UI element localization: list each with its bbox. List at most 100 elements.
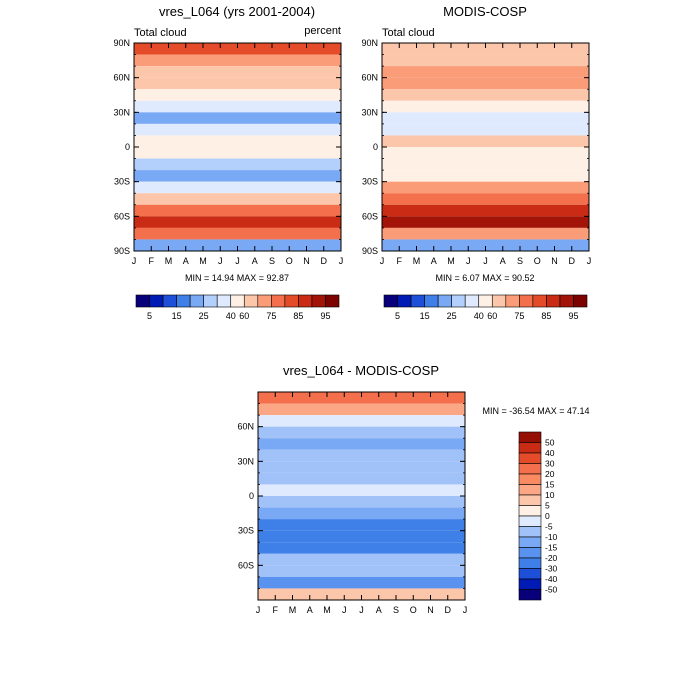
colorbar-box <box>518 536 542 548</box>
colorbar-box <box>518 494 542 506</box>
x-tick-label: A <box>183 256 189 266</box>
x-tick-label: J <box>339 256 344 266</box>
field-band <box>134 158 341 171</box>
colorbar-box <box>518 431 542 443</box>
x-tick-label: N <box>427 605 434 615</box>
colorbar-box <box>518 557 542 569</box>
x-tick-label: J <box>463 605 468 615</box>
y-tick-label: 90N <box>113 38 130 48</box>
field-band <box>258 392 465 404</box>
y-tick-label: 90N <box>361 38 378 48</box>
x-tick-label: D <box>569 256 576 266</box>
field-band <box>258 426 465 439</box>
y-tick-label: 30S <box>362 177 378 187</box>
field-band <box>258 519 465 531</box>
x-tick-label: M <box>165 256 173 266</box>
field-band <box>134 239 341 251</box>
x-tick-label: N <box>551 256 558 266</box>
colorbar-box <box>573 294 588 308</box>
field-band <box>258 438 465 450</box>
y-tick-label: 30S <box>238 526 254 536</box>
panel-obs-stats: MIN = 6.07 MAX = 90.52 <box>435 273 534 283</box>
panel-obs-title: MODIS-COSP <box>443 4 527 19</box>
x-tick-label: J <box>235 256 240 266</box>
field-band <box>134 227 341 240</box>
colorbar-label: 40 <box>226 311 236 321</box>
colorbar-box <box>176 294 191 308</box>
colorbar-box <box>149 294 164 308</box>
colorbar-box <box>203 294 218 308</box>
colorbar-box <box>311 294 326 308</box>
field-band <box>382 204 589 217</box>
field-band <box>134 147 341 159</box>
field-band <box>382 123 589 136</box>
field-band <box>134 43 341 55</box>
colorbar-label: -10 <box>545 532 558 542</box>
field-band <box>382 89 589 101</box>
panel-obs: MODIS-COSP Total cloud 90N60N30N030S60S9… <box>361 4 591 321</box>
colorbar-box <box>216 294 232 308</box>
colorbar-box <box>559 294 574 308</box>
y-tick-label: 30N <box>237 456 254 466</box>
colorbar-box <box>518 484 542 496</box>
colorbar-box <box>437 294 452 308</box>
y-tick-label: 60N <box>113 73 130 83</box>
y-tick-label: 90S <box>114 246 130 256</box>
x-tick-label: J <box>218 256 223 266</box>
colorbar-box <box>397 294 412 308</box>
field-band <box>258 403 465 416</box>
colorbar-label: 15 <box>420 311 430 321</box>
colorbar-label: 95 <box>568 311 578 321</box>
x-tick-label: S <box>393 605 399 615</box>
colorbar-box <box>518 589 542 601</box>
colorbar-box <box>532 294 547 308</box>
panel-obs-colorbar: 5 15 25 40 60 75 85 95 <box>383 294 588 321</box>
field-band <box>382 181 589 194</box>
panel-model-stats: MIN = 14.94 MAX = 92.87 <box>185 273 289 283</box>
colorbar-box <box>189 294 204 308</box>
x-tick-label: J <box>483 256 488 266</box>
field-band <box>258 553 465 566</box>
y-tick-label: 60S <box>114 211 130 221</box>
field-band <box>134 170 341 182</box>
field-band <box>258 484 465 496</box>
field-band <box>134 112 341 124</box>
field-band <box>382 112 589 124</box>
x-tick-label: A <box>252 256 258 266</box>
colorbar-label: 85 <box>293 311 303 321</box>
x-tick-label: S <box>517 256 523 266</box>
colorbar-box <box>491 294 507 308</box>
x-tick-label: M <box>199 256 207 266</box>
colorbar-label: 5 <box>395 311 400 321</box>
colorbar-label: -20 <box>545 553 558 563</box>
x-tick-label: A <box>376 605 382 615</box>
colorbar-box <box>478 294 493 308</box>
x-tick-label: A <box>431 256 437 266</box>
field-band <box>382 216 589 228</box>
colorbar-label: 0 <box>545 511 550 521</box>
field-band <box>382 147 589 159</box>
colorbar-box <box>257 294 272 308</box>
colorbar-box <box>383 294 398 308</box>
colorbar-box <box>410 294 425 308</box>
colorbar-label: 5 <box>545 501 550 511</box>
y-tick-label: 0 <box>125 142 130 152</box>
colorbar-box <box>518 547 542 559</box>
panel-diff-stats: MIN = -36.54 MAX = 47.14 <box>482 406 589 416</box>
colorbar-box <box>243 294 259 308</box>
colorbar-label: 25 <box>199 311 209 321</box>
colorbar-box <box>546 294 561 308</box>
panel-model-colorbar: 5 15 25 40 60 75 85 95 <box>135 294 340 321</box>
x-tick-label: F <box>397 256 403 266</box>
colorbar-box <box>424 294 439 308</box>
colorbar-label: 20 <box>545 469 555 479</box>
colorbar-box <box>518 452 542 464</box>
x-tick-label: F <box>149 256 155 266</box>
y-tick-label: 0 <box>249 491 254 501</box>
x-tick-label: M <box>413 256 421 266</box>
field-band <box>382 54 589 67</box>
colorbar-box <box>519 294 534 308</box>
colorbar-box <box>518 526 542 538</box>
